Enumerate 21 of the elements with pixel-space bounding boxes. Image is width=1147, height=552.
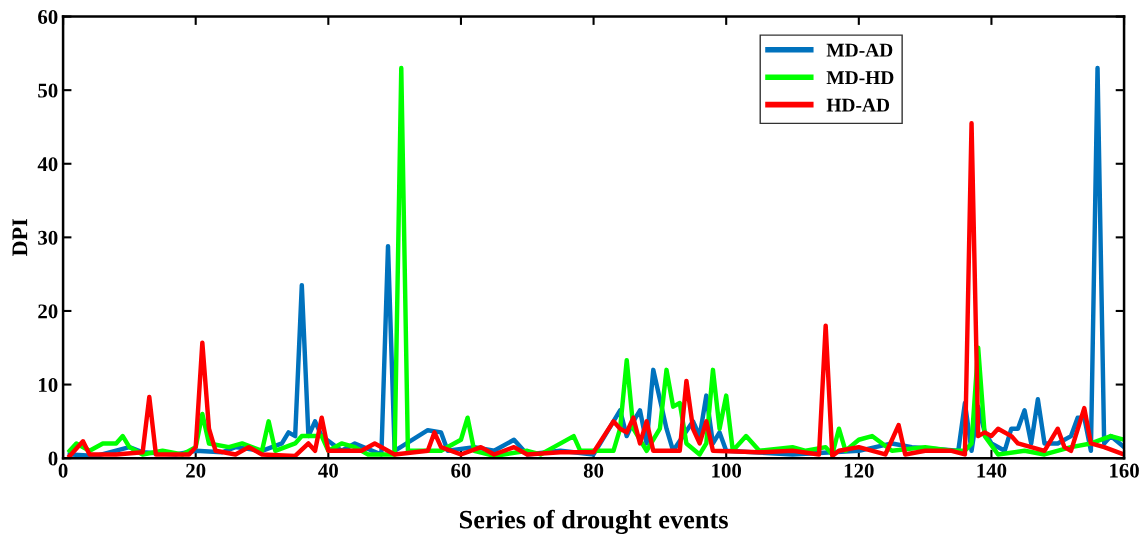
y-tick-label: 40: [37, 157, 58, 172]
x-tick-label: 80: [583, 463, 604, 478]
x-axis-title: Series of drought events: [459, 509, 728, 535]
x-tick-label: 160: [1110, 463, 1139, 478]
y-tick-label: 60: [38, 9, 58, 24]
x-tick-label: 120: [844, 463, 874, 478]
x-tick-label: 60: [451, 463, 471, 478]
x-tick-label: 0: [58, 463, 68, 478]
legend-label: MD-HD: [826, 71, 894, 85]
x-tick-label: 140: [977, 463, 1007, 478]
y-axis-title: DPI: [12, 218, 28, 257]
y-tick-label: 20: [38, 304, 58, 319]
y-tick-label: 0: [48, 451, 58, 466]
y-tick-label: 30: [38, 230, 58, 245]
y-tick-label: 10: [39, 377, 58, 392]
legend-label: MD-AD: [826, 43, 893, 57]
x-tick-label: 20: [186, 463, 206, 478]
x-tick-label: 100: [712, 463, 742, 478]
x-tick-label: 40: [318, 463, 338, 478]
y-tick-label: 50: [38, 83, 58, 98]
legend-label: HD-AD: [826, 98, 890, 112]
